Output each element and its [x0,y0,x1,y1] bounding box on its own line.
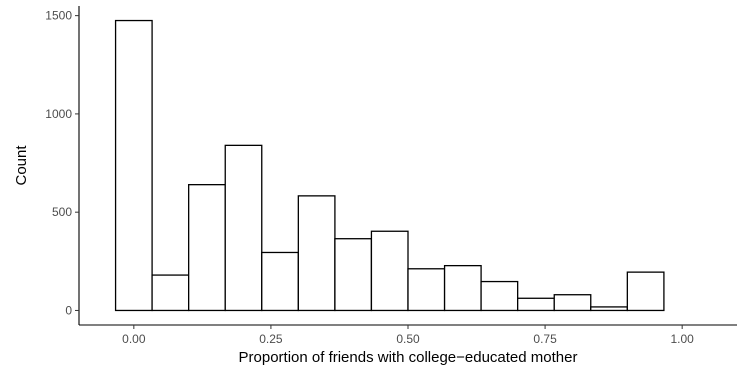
x-axis-ticks: 0.00 0.25 0.50 0.75 1.00 [122,325,694,346]
histogram-bar [370,230,409,312]
histogram-bar [114,19,153,312]
histogram-bar [188,184,226,312]
histogram-bar [334,238,373,312]
histogram-bar [517,297,555,312]
x-tick-label: 0.75 [533,332,557,346]
histogram-bar [297,195,336,312]
x-axis-title: Proportion of friends with college−educa… [239,349,578,366]
x-tick-label: 0.50 [396,332,420,346]
y-tick-label: 500 [52,205,72,219]
histogram-bar [407,268,446,312]
histogram-bar [553,294,592,312]
x-tick-label: 1.00 [670,332,694,346]
y-axis-title: Count [13,145,30,186]
histogram-bar [224,144,263,312]
histogram-bar [261,251,299,312]
y-tick-label: 1500 [45,9,72,23]
histogram-bar [443,264,482,312]
x-tick-label: 0.25 [259,332,283,346]
histogram-bar [626,271,665,312]
histogram-bars [114,19,665,312]
y-tick-label: 0 [65,303,72,317]
histogram-bar [590,306,628,312]
y-axis-ticks: 0 500 1000 1500 [45,9,79,317]
histogram-bar [151,274,190,312]
histogram-bar [480,280,519,312]
x-tick-label: 0.00 [122,332,146,346]
y-tick-label: 1000 [45,107,72,121]
